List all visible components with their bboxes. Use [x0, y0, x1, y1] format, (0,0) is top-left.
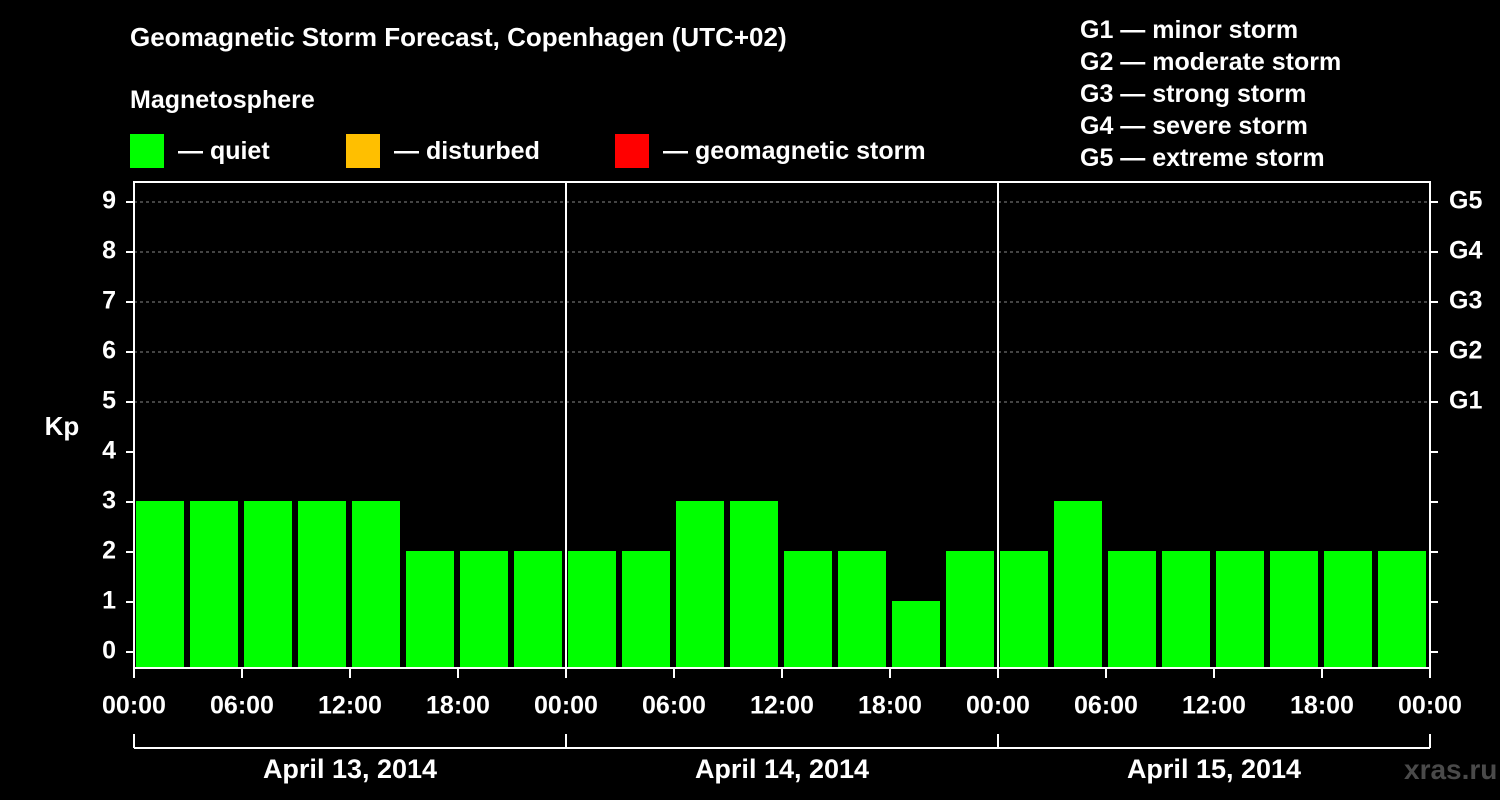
bar-3 [298, 501, 346, 668]
legend-disturbed: — disturbed [346, 134, 540, 168]
bar-11 [730, 501, 778, 668]
storm-scale-g2: G2 — moderate storm [1080, 48, 1342, 76]
storm-scale-legend: G1 — minor storm G2 — moderate storm G3 … [1080, 14, 1341, 174]
right-axis-label-G2: G2 [1449, 337, 1482, 365]
y-tick-label-2: 2 [102, 537, 116, 565]
bar-18 [1108, 551, 1156, 668]
x-tick-label-9: 06:00 [1074, 692, 1138, 720]
bar-21 [1270, 551, 1318, 668]
y-tick-label-1: 1 [102, 587, 116, 615]
storm-scale-g5: G5 — extreme storm [1080, 144, 1325, 172]
watermark: xras.ru [1404, 754, 1498, 785]
x-tick-label-2: 12:00 [318, 692, 382, 720]
bar-13 [838, 551, 886, 668]
legend-storm: — geomagnetic storm [615, 134, 926, 168]
y-tick-label-8: 8 [102, 237, 116, 265]
legend-swatch-quiet [130, 134, 164, 168]
x-tick-label-0: 00:00 [102, 692, 166, 720]
day-label-0: April 13, 2014 [263, 754, 437, 784]
right-axis-label-G1: G1 [1449, 387, 1482, 415]
day-label-2: April 15, 2014 [1127, 754, 1301, 784]
bar-22 [1324, 551, 1372, 668]
bar-2 [244, 501, 292, 668]
y-tick-label-7: 7 [102, 287, 116, 315]
bar-10 [676, 501, 724, 668]
x-tick-label-12: 00:00 [1398, 692, 1462, 720]
right-axis-label-G5: G5 [1449, 187, 1482, 215]
bar-9 [622, 551, 670, 668]
legend-label-storm: — geomagnetic storm [663, 136, 926, 165]
bar-23 [1378, 551, 1426, 668]
bar-14 [892, 601, 940, 668]
y-tick-label-4: 4 [102, 437, 116, 465]
right-axis-label-G4: G4 [1449, 237, 1482, 265]
storm-scale-g4: G4 — severe storm [1080, 112, 1308, 140]
x-tick-label-8: 00:00 [966, 692, 1030, 720]
bar-15 [946, 551, 994, 668]
bar-5 [406, 551, 454, 668]
y-tick-label-9: 9 [102, 187, 116, 215]
legend-label-disturbed: — disturbed [394, 136, 540, 165]
y-axis-label: Kp [45, 411, 80, 441]
x-tick-label-3: 18:00 [426, 692, 490, 720]
x-tick-label-10: 12:00 [1182, 692, 1246, 720]
x-tick-label-1: 06:00 [210, 692, 274, 720]
x-tick-label-11: 18:00 [1290, 692, 1354, 720]
right-axis-label-G3: G3 [1449, 287, 1482, 315]
bar-4 [352, 501, 400, 668]
y-tick-label-0: 0 [102, 637, 116, 665]
storm-scale-g3: G3 — strong storm [1080, 80, 1307, 108]
bar-1 [190, 501, 238, 668]
storm-scale-g1: G1 — minor storm [1080, 16, 1299, 44]
bar-12 [784, 551, 832, 668]
chart-title: Geomagnetic Storm Forecast, Copenhagen (… [130, 22, 787, 52]
x-tick-label-5: 06:00 [642, 692, 706, 720]
x-tick-label-4: 00:00 [534, 692, 598, 720]
legend-quiet: — quiet [130, 134, 270, 168]
bar-19 [1162, 551, 1210, 668]
y-tick-label-6: 6 [102, 337, 116, 365]
bar-6 [460, 551, 508, 668]
bar-7 [514, 551, 562, 668]
legend-swatch-disturbed [346, 134, 380, 168]
bar-16 [1000, 551, 1048, 668]
legend-label-quiet: — quiet [178, 136, 270, 165]
bar-20 [1216, 551, 1264, 668]
x-tick-label-7: 18:00 [858, 692, 922, 720]
bar-17 [1054, 501, 1102, 668]
day-label-1: April 14, 2014 [695, 754, 869, 784]
legend-heading: Magnetosphere [130, 86, 315, 114]
x-tick-label-6: 12:00 [750, 692, 814, 720]
y-tick-label-5: 5 [102, 387, 116, 415]
bar-8 [568, 551, 616, 668]
legend-swatch-storm [615, 134, 649, 168]
bar-0 [136, 501, 184, 668]
y-tick-label-3: 3 [102, 487, 116, 515]
